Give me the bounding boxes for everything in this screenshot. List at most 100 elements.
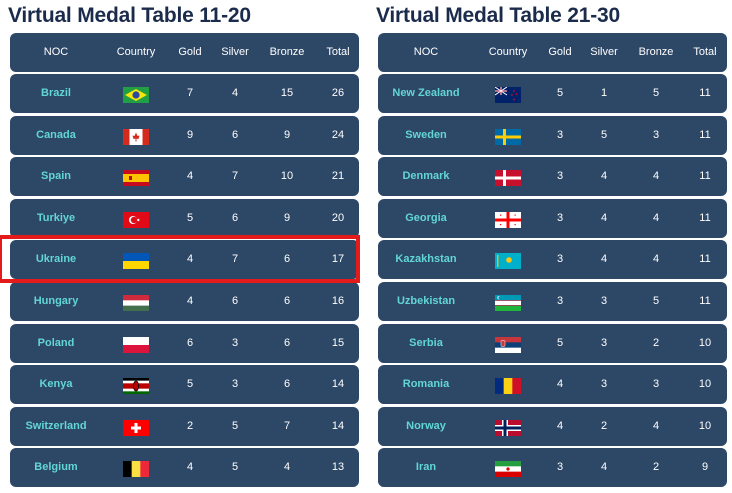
brazil-flag-icon [123,87,149,103]
header-noc: NOC [43,46,69,58]
table-row: Hungary 4 6 6 16 [10,282,359,321]
table-row: Serbia 5 3 2 10 [378,323,727,363]
total-count: 9 [701,461,709,474]
gold-count: 5 [186,211,194,224]
georgia-flag-icon [495,211,521,228]
noc-name: Denmark [402,170,450,183]
header-gold: Gold [548,46,572,58]
header-silver: Silver [590,46,618,58]
gold-count: 5 [556,336,564,349]
noc-name: Kenya [39,378,73,391]
gold-count: 4 [186,170,194,183]
total-count: 15 [331,336,345,349]
noc-name: Switzerland [25,419,87,432]
silver-count: 5 [231,419,239,432]
bronze-count: 4 [652,170,660,183]
spain-flag-icon [123,170,149,187]
noc-name: Ukraine [35,253,77,266]
total-count: 20 [331,211,345,224]
hungary-flag-icon [123,295,149,311]
gold-count: 6 [186,336,194,349]
table-row: Norway 4 2 4 10 [378,406,727,446]
noc-name: Romania [402,378,450,391]
silver-count: 4 [600,211,608,224]
total-count: 10 [698,336,712,349]
switzerland-flag-icon [123,419,149,436]
bronze-count: 9 [283,128,291,141]
header-country: Country [116,46,156,58]
total-count: 10 [698,378,712,391]
silver-count: 2 [600,419,608,432]
header-bronze: Bronze [638,46,674,58]
norway-flag-icon [495,419,521,436]
new-zealand-flag-icon [495,87,521,103]
gold-count: 3 [556,128,564,141]
bronze-count: 6 [283,378,291,391]
belgium-flag-icon [123,461,149,478]
bronze-count: 9 [283,211,291,224]
total-count: 11 [699,128,711,141]
denmark-flag-icon [495,170,521,187]
noc-name: Georgia [405,211,447,224]
gold-count: 4 [186,295,194,307]
silver-count: 3 [600,336,608,349]
table-row: Iran 3 4 2 9 [378,448,727,488]
table-title: Virtual Medal Table 11-20 [8,4,251,27]
total-count: 26 [331,87,345,99]
turkiye-flag-icon [123,211,149,228]
sweden-flag-icon [495,128,521,145]
table-title: Virtual Medal Table 21-30 [376,4,620,27]
gold-count: 3 [556,211,564,224]
table-row: Georgia 3 4 4 11 [378,198,727,238]
silver-count: 6 [231,295,239,307]
noc-name: Turkiye [36,211,76,224]
header-gold: Gold [178,46,202,58]
iran-flag-icon [495,461,521,478]
gold-count: 9 [186,128,194,141]
gold-count: 4 [186,253,194,266]
silver-count: 3 [600,295,608,307]
header-country: Country [488,46,528,58]
table-row: Turkiye 5 6 9 20 [10,198,359,238]
noc-name: Serbia [409,336,443,349]
header-bronze: Bronze [269,46,305,58]
total-count: 10 [698,419,712,432]
total-count: 21 [331,170,345,183]
noc-name: Hungary [33,295,79,307]
table-header: NOC Country Gold Silver Bronze Total [378,33,727,72]
bronze-count: 4 [652,211,660,224]
serbia-flag-icon [495,336,521,353]
gold-count: 4 [186,461,194,474]
bronze-count: 15 [280,87,294,99]
total-count: 13 [331,461,345,474]
silver-count: 3 [231,336,239,349]
silver-count: 6 [231,128,239,141]
bronze-count: 4 [652,253,660,266]
bronze-count: 2 [652,461,660,474]
table-row: Sweden 3 5 3 11 [378,115,727,155]
table-row: Belgium 4 5 4 13 [10,448,359,488]
table-row: Uzbekistan 3 3 5 11 [378,282,727,321]
kazakhstan-flag-icon [495,253,521,270]
bronze-count: 4 [652,419,660,432]
silver-count: 6 [231,211,239,224]
total-count: 14 [331,378,345,391]
highlight-box [0,235,360,283]
gold-count: 4 [556,378,564,391]
silver-count: 3 [600,378,608,391]
bronze-count: 10 [280,170,294,183]
noc-name: Iran [415,461,437,474]
bronze-count: 6 [283,253,291,266]
canada-flag-icon [123,128,149,145]
total-count: 11 [699,253,711,266]
poland-flag-icon [123,336,149,353]
gold-count: 3 [556,295,564,307]
table-row: Denmark 3 4 4 11 [378,157,727,197]
silver-count: 1 [600,87,608,99]
gold-count: 2 [186,419,194,432]
noc-name: Spain [41,170,71,183]
romania-flag-icon [495,378,521,395]
total-count: 11 [699,87,711,99]
header-noc: NOC [413,46,439,58]
gold-count: 5 [556,87,564,99]
